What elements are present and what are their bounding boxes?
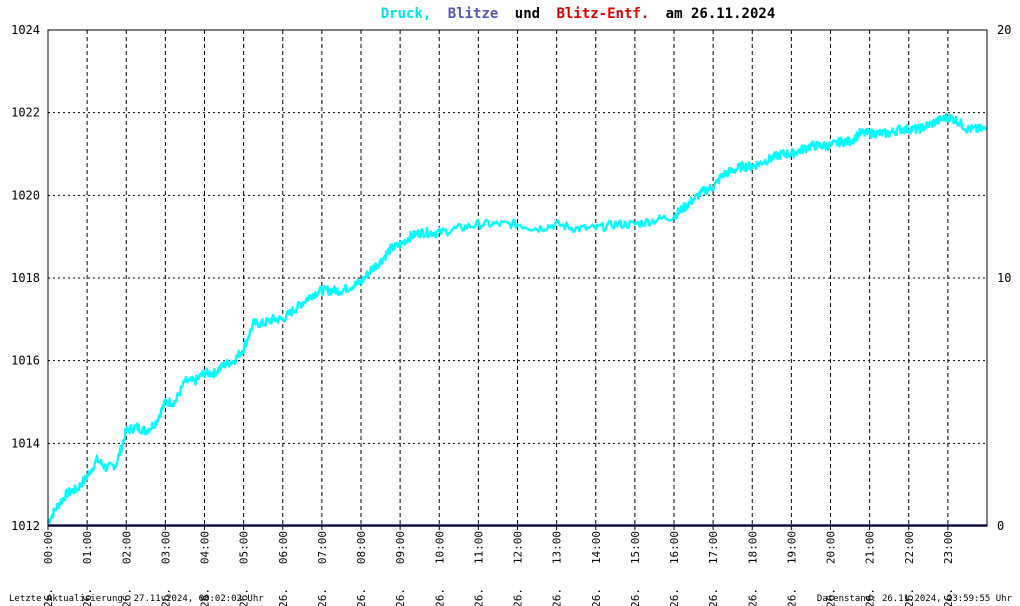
x-tick-label: 13:00 <box>551 531 564 564</box>
x-tick-day: 26. <box>746 588 759 606</box>
x-tick-label: 23:00 <box>942 531 955 564</box>
title-und: und <box>515 6 540 22</box>
x-tick-day: 26. <box>668 588 681 606</box>
left-axis-ticks: 1012 1014 1016 1018 1020 1022 1024 <box>11 23 40 533</box>
x-tick-day: 26. <box>903 588 916 606</box>
x-tick-label: 05:00 <box>238 531 251 564</box>
left-tick-label: 1016 <box>11 354 40 368</box>
x-tick-day: 26. <box>120 588 133 606</box>
x-tick-label: 02:00 <box>120 531 133 564</box>
x-tick-label: 17:00 <box>707 531 720 564</box>
x-tick-label: 04:00 <box>199 531 212 564</box>
x-tick-day: 26. <box>355 588 368 606</box>
x-tick-label: 08:00 <box>355 531 368 564</box>
x-tick-label: 00:00 <box>42 531 55 564</box>
x-tick-day: 26. <box>551 588 564 606</box>
x-tick-label: 21:00 <box>864 531 877 564</box>
x-tick-day: 26. <box>159 588 172 606</box>
x-tick-label: 19:00 <box>785 531 798 564</box>
x-tick-day: 26. <box>277 588 290 606</box>
x-tick-day: 26. <box>707 588 720 606</box>
x-tick-label: 06:00 <box>277 531 290 564</box>
x-tick-label: 10:00 <box>433 531 446 564</box>
x-tick-day: 26. <box>512 588 525 606</box>
x-tick-label: 07:00 <box>316 531 329 564</box>
x-axis-ticks: 00:00 26. 01:00 26. 02:00 26. 03:00 26. 04:00 26.… <box>42 526 955 606</box>
right-tick-label: 0 <box>997 519 1004 533</box>
left-tick-label: 1012 <box>11 519 40 533</box>
series-line-druck <box>46 112 988 524</box>
grid <box>48 30 987 526</box>
x-tick-label: 20:00 <box>825 531 838 564</box>
x-tick-day: 26. <box>942 588 955 606</box>
x-tick-label: 12:00 <box>512 531 525 564</box>
x-tick-label: 01:00 <box>81 531 94 564</box>
right-axis-ticks: 0 10 20 <box>997 23 1011 533</box>
x-tick-day: 26. <box>81 588 94 606</box>
left-tick-label: 1024 <box>11 23 40 37</box>
left-tick-label: 1018 <box>11 271 40 285</box>
x-tick-day: 26. <box>199 588 212 606</box>
left-tick-label: 1014 <box>11 436 40 450</box>
title-blitz-entf: Blitz-Entf. <box>557 6 650 22</box>
plot-frame <box>47 29 988 527</box>
x-tick-label: 18:00 <box>746 531 759 564</box>
x-tick-day: 26. <box>864 588 877 606</box>
right-tick-label: 20 <box>997 23 1011 37</box>
x-tick-day: 26. <box>394 588 407 606</box>
footer-data-status: Datenstand: 26.11.2024, 23:59:55 Uhr <box>817 594 1013 604</box>
x-tick-label: 14:00 <box>590 531 603 564</box>
title-druck: Druck, <box>381 6 432 22</box>
x-tick-label: 11:00 <box>472 531 485 564</box>
x-tick-label: 03:00 <box>159 531 172 564</box>
x-tick-day: 26. <box>825 588 838 606</box>
x-tick-day: 26. <box>785 588 798 606</box>
chart-title: Druck, Blitze und Blitz-Entf. am 26.11.2… <box>381 6 776 22</box>
footer-last-update: Letzte Aktualisierung: 27.11.2024, 00:02… <box>9 594 264 604</box>
x-tick-day: 26. <box>590 588 603 606</box>
x-tick-label: 22:00 <box>903 531 916 564</box>
x-tick-label: 16:00 <box>668 531 681 564</box>
title-blitze: Blitze <box>448 6 499 22</box>
title-date: am 26.11.2024 <box>666 6 776 22</box>
x-tick-label: 09:00 <box>394 531 407 564</box>
x-tick-day: 26. <box>316 588 329 606</box>
x-tick-day: 26. <box>238 588 251 606</box>
x-tick-day: 26. <box>433 588 446 606</box>
x-tick-day: 26. <box>629 588 642 606</box>
x-tick-label: 15:00 <box>629 531 642 564</box>
x-tick-day: 26. <box>472 588 485 606</box>
x-tick-day: 26. <box>42 588 55 606</box>
left-tick-label: 1022 <box>11 106 40 120</box>
left-tick-label: 1020 <box>11 188 40 202</box>
right-tick-label: 10 <box>997 271 1011 285</box>
